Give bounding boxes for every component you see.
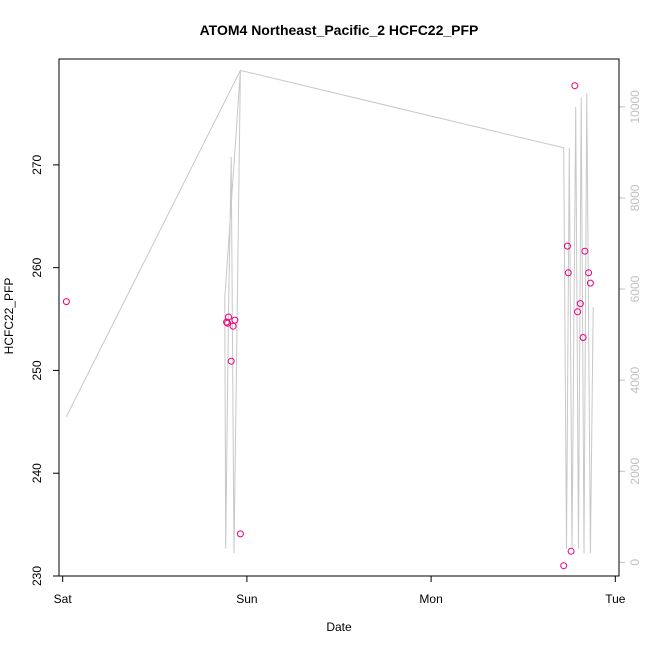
right-y-tick-label: 10000	[628, 90, 642, 124]
data-point	[579, 334, 587, 341]
x-tick-label: Sun	[236, 592, 257, 606]
line-series	[65, 69, 594, 554]
data-point	[236, 530, 244, 538]
data-point	[560, 562, 568, 570]
data-point	[229, 322, 237, 330]
data-point	[227, 357, 235, 365]
y-axis: 230 240 250 260 270	[30, 155, 59, 586]
y-tick-label: 250	[30, 360, 44, 380]
data-point	[586, 279, 594, 287]
y-tick-label: 240	[30, 463, 44, 483]
right-y-tick-label: 4000	[628, 366, 642, 393]
y-tick-label: 270	[30, 155, 44, 175]
series-line	[65, 69, 594, 554]
data-point	[231, 316, 239, 324]
x-tick-label: Tue	[605, 592, 626, 606]
data-point	[62, 298, 70, 306]
data-point	[567, 547, 575, 555]
x-axis-label: Date	[326, 620, 352, 634]
right-y-tick-label: 2000	[628, 458, 642, 485]
data-point	[574, 308, 582, 316]
right-y-tick-label: 0	[628, 559, 642, 566]
y-tick-label: 230	[30, 566, 44, 586]
scatter-series	[62, 82, 594, 570]
data-point	[581, 247, 589, 255]
y-tick-label: 260	[30, 257, 44, 277]
plot-frame	[58, 58, 620, 577]
data-point	[571, 82, 579, 90]
right-y-tick-label: 8000	[628, 184, 642, 211]
y-axis-label: HCFC22_PFP	[2, 278, 16, 355]
data-point	[585, 269, 593, 277]
x-tick-label: Sat	[54, 592, 73, 606]
data-point	[225, 313, 232, 321]
right-y-tick-label: 6000	[628, 275, 642, 302]
x-tick-label: Mon	[419, 592, 442, 606]
chart-title: ATOM4 Northeast_Pacific_2 HCFC22_PFP	[200, 22, 479, 38]
data-point	[563, 242, 571, 250]
data-point	[564, 269, 572, 277]
data-point	[576, 300, 584, 308]
